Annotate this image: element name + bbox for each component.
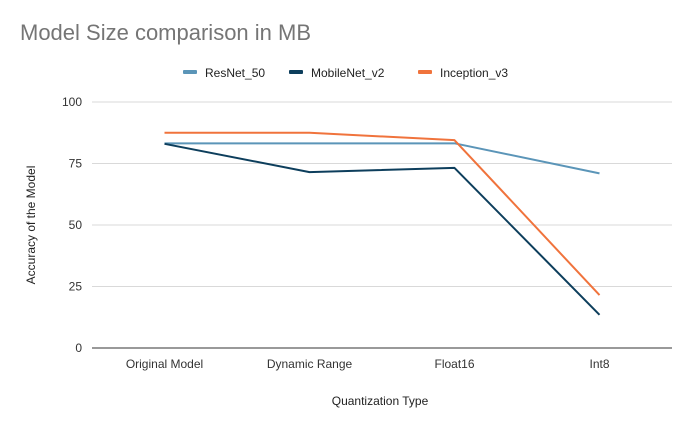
x-tick-label: Int8 <box>589 357 609 371</box>
series-line-ResNet_50 <box>164 142 600 175</box>
legend-swatch <box>183 70 197 74</box>
x-tick-label: Original Model <box>126 357 203 371</box>
y-tick-label: 0 <box>75 341 82 355</box>
legend: ResNet_50 MobileNet_v2 Inception_v3 <box>183 66 508 80</box>
x-tick-label: Dynamic Range <box>267 357 353 371</box>
y-axis-ticks: 0 25 50 75 100 <box>62 95 82 355</box>
y-tick-label: 100 <box>62 95 82 109</box>
series-line-MobileNet_v2 <box>164 142 601 316</box>
legend-label: MobileNet_v2 <box>311 66 385 80</box>
legend-swatch <box>418 70 432 74</box>
y-tick-label: 25 <box>69 280 83 294</box>
legend-swatch <box>289 70 303 74</box>
gridlines <box>92 101 672 349</box>
x-axis-ticks: Original Model Dynamic Range Float16 Int8 <box>126 357 610 371</box>
y-tick-label: 50 <box>69 218 83 232</box>
x-axis-label: Quantization Type <box>332 394 429 408</box>
series-lines <box>164 131 601 316</box>
x-tick-label: Float16 <box>434 357 474 371</box>
series-line-Inception_v3 <box>164 131 601 296</box>
legend-label: Inception_v3 <box>440 66 508 80</box>
chart-title: Model Size comparison in MB <box>20 20 312 45</box>
y-tick-label: 75 <box>69 157 83 171</box>
legend-label: ResNet_50 <box>205 66 265 80</box>
y-axis-label: Accuracy of the Model <box>24 166 38 285</box>
